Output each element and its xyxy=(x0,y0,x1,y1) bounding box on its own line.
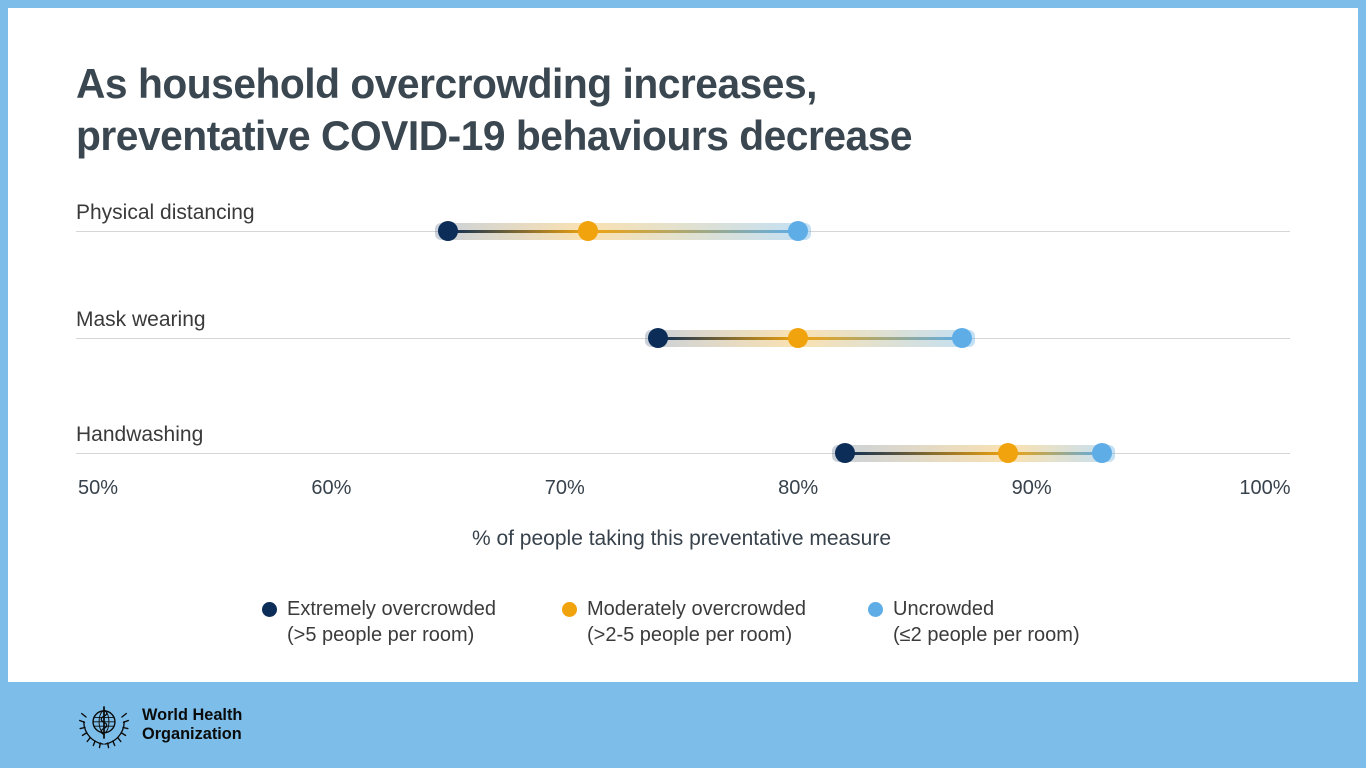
legend-label-line2: (≤2 people per room) xyxy=(893,624,1080,646)
category-label-handwashing: Handwashing xyxy=(76,423,204,446)
dot-moderately-overcrowded xyxy=(998,443,1019,463)
category-label-physical-distancing: Physical distancing xyxy=(76,201,255,224)
category-label-mask-wearing: Mask wearing xyxy=(76,308,206,331)
legend-label-line1: Moderately overcrowded xyxy=(587,598,806,620)
dot-extremely-overcrowded xyxy=(438,221,459,241)
who-logo-text-line2: Organization xyxy=(142,724,242,743)
infographic-card: As household overcrowding increases, pre… xyxy=(8,8,1358,682)
chart-title: As household overcrowding increases, pre… xyxy=(76,58,913,162)
who-emblem-icon xyxy=(78,706,130,749)
x-axis-tick-label: 60% xyxy=(311,477,352,499)
range-connector xyxy=(448,230,799,233)
chart-title-line1: As household overcrowding increases, xyxy=(76,60,817,107)
who-logo: World Health Organization xyxy=(76,696,247,752)
dot-extremely-overcrowded xyxy=(648,328,669,348)
dot-extremely-overcrowded xyxy=(834,443,855,463)
x-axis-tick-label: 100% xyxy=(1239,477,1291,499)
row-baseline xyxy=(76,453,1290,454)
x-axis-tick-label: 90% xyxy=(1011,477,1052,499)
dot-uncrowded xyxy=(951,328,972,348)
x-axis-tick-label: 80% xyxy=(778,477,819,499)
legend-label-line2: (>5 people per room) xyxy=(287,624,475,646)
x-axis-title: % of people taking this preventative mea… xyxy=(471,527,892,550)
range-connector xyxy=(844,452,1102,455)
legend-dot-extremely-overcrowded-icon xyxy=(262,602,277,617)
legend-item-extremely-overcrowded: Extremely overcrowded (>5 people per roo… xyxy=(262,596,496,648)
dot-uncrowded xyxy=(788,221,809,241)
who-footer: World Health Organization xyxy=(0,682,1366,768)
legend-label-line1: Uncrowded xyxy=(893,598,995,620)
dot-uncrowded xyxy=(1091,443,1112,463)
legend-dot-uncrowded-icon xyxy=(868,602,883,617)
dot-moderately-overcrowded xyxy=(788,328,809,348)
dot-moderately-overcrowded xyxy=(578,221,599,241)
legend-label-line2: (>2-5 people per room) xyxy=(587,624,793,646)
who-logo-text-line1: World Health xyxy=(142,705,243,724)
legend-item-uncrowded: Uncrowded (≤2 people per room) xyxy=(868,596,1080,648)
x-axis-tick-label: 70% xyxy=(544,477,585,499)
legend-label-line1: Extremely overcrowded xyxy=(287,598,496,620)
chart-title-line2: preventative COVID-19 behaviours decreas… xyxy=(76,112,913,159)
x-axis-tick-label: 50% xyxy=(77,477,119,499)
range-connector xyxy=(658,337,962,340)
legend-dot-moderately-overcrowded-icon xyxy=(562,602,577,617)
legend-item-moderately-overcrowded: Moderately overcrowded (>2-5 people per … xyxy=(562,596,806,648)
who-logo-text: World Health Organization xyxy=(142,705,242,743)
